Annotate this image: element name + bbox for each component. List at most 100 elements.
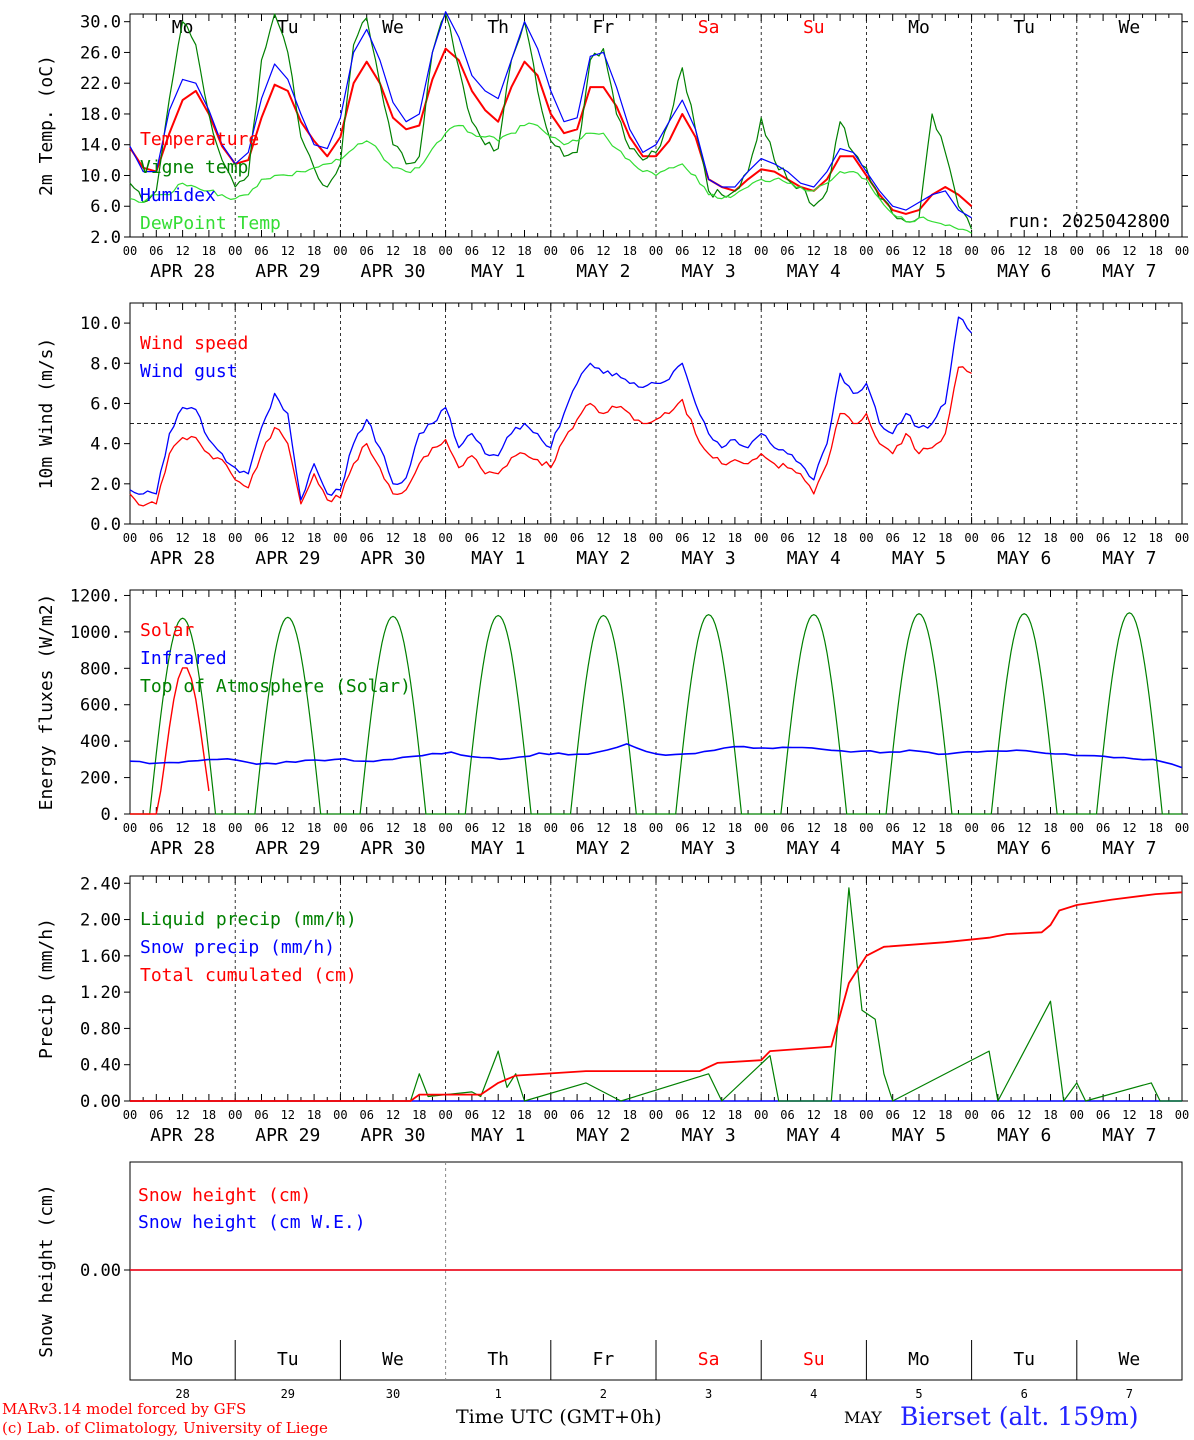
legend-entry: Temperature	[140, 129, 259, 150]
day-name: Su	[803, 1349, 825, 1370]
date-label: MAY 5	[892, 261, 946, 282]
hour-tick-label: 00	[228, 244, 242, 258]
hour-tick-label: 18	[202, 1108, 216, 1122]
day-number: 28	[175, 1387, 189, 1401]
hour-tick-label: 06	[675, 531, 689, 545]
hour-tick-label: 12	[912, 1108, 926, 1122]
date-label: MAY 4	[787, 1125, 841, 1146]
hour-tick-label: 00	[1070, 1108, 1084, 1122]
y-tick-label: 0.00	[80, 1261, 121, 1281]
hour-tick-label: 06	[780, 1108, 794, 1122]
y-tick-label: 2.40	[80, 874, 121, 894]
day-number: 3	[705, 1387, 712, 1401]
hour-tick-label: 06	[780, 821, 794, 835]
legend-entry: Total cumulated (cm)	[140, 965, 357, 986]
date-label: APR 30	[360, 1125, 425, 1146]
series-line-toa-solar	[130, 612, 1182, 815]
hour-tick-label: 12	[491, 531, 505, 545]
y-tick-label: 0.	[101, 805, 121, 825]
hour-tick-label: 18	[517, 244, 531, 258]
hour-tick-label: 06	[991, 531, 1005, 545]
hour-tick-label: 06	[359, 531, 373, 545]
hour-tick-label: 00	[1175, 1108, 1189, 1122]
hour-tick-label: 18	[622, 531, 636, 545]
hour-tick-label: 00	[964, 531, 978, 545]
hour-tick-label: 12	[1122, 821, 1136, 835]
date-label: MAY 3	[682, 548, 736, 569]
panel-4	[129, 875, 1183, 1102]
series-line-dewpoint-temp	[129, 122, 972, 234]
hour-tick-label: 06	[254, 531, 268, 545]
date-label: APR 29	[255, 1125, 320, 1146]
day-number: 7	[1126, 1387, 1133, 1401]
series-line-infrared	[129, 743, 1183, 769]
series-line-humidex	[129, 11, 972, 219]
y-tick-label: 0.80	[80, 1019, 121, 1039]
y-tick-label: 600.	[80, 696, 121, 716]
credit-line-1: MARv3.14 model forced by GFS	[2, 1400, 247, 1418]
hour-tick-label: 00	[544, 244, 558, 258]
hour-tick-label: 12	[1017, 531, 1031, 545]
hour-tick-label: 18	[412, 244, 426, 258]
plot-frame	[129, 589, 1183, 815]
hour-tick-label: 12	[701, 244, 715, 258]
hour-tick-label: 12	[1122, 244, 1136, 258]
date-label: APR 28	[150, 1125, 215, 1146]
hour-tick-label: 12	[175, 821, 189, 835]
hour-tick-label: 06	[359, 821, 373, 835]
date-label: MAY 7	[1102, 838, 1156, 859]
hour-tick-label: 12	[701, 531, 715, 545]
hour-tick-label: 18	[622, 1108, 636, 1122]
series-line-wind-gust	[129, 316, 973, 501]
y-tick-label: 1000.	[70, 623, 121, 643]
day-number: 6	[1021, 1387, 1028, 1401]
y-tick-label: 1.60	[80, 947, 121, 967]
hour-tick-label: 06	[465, 244, 479, 258]
hour-tick-label: 18	[938, 821, 952, 835]
series-line-wind-speed	[129, 366, 972, 507]
y-tick-label: 2.0	[90, 475, 121, 495]
hour-tick-label: 18	[412, 1108, 426, 1122]
hour-tick-label: 18	[1043, 1108, 1057, 1122]
hour-tick-label: 06	[254, 1108, 268, 1122]
panel-3	[129, 589, 1183, 815]
date-label: MAY 1	[471, 548, 525, 569]
date-label: MAY 2	[576, 1125, 630, 1146]
hour-tick-label: 06	[991, 1108, 1005, 1122]
credit-line-2: (c) Lab. of Climatology, University of L…	[2, 1419, 328, 1437]
hour-tick-label: 06	[570, 1108, 584, 1122]
hour-tick-label: 12	[701, 1108, 715, 1122]
hour-tick-label: 06	[465, 1108, 479, 1122]
date-label: APR 30	[360, 838, 425, 859]
date-label: MAY 4	[787, 548, 841, 569]
hour-tick-label: 00	[438, 244, 452, 258]
hour-tick-label: 00	[228, 531, 242, 545]
hour-tick-label: 18	[1148, 821, 1162, 835]
hour-tick-label: 00	[859, 821, 873, 835]
y-tick-label: 10.0	[80, 166, 121, 186]
hour-tick-label: 12	[1017, 244, 1031, 258]
hour-tick-label: 00	[754, 821, 768, 835]
day-name: Sa	[698, 17, 720, 38]
hour-tick-label: 18	[517, 821, 531, 835]
hour-tick-label: 00	[1070, 821, 1084, 835]
day-number: 5	[915, 1387, 922, 1401]
day-name: We	[1119, 1349, 1141, 1370]
legend-entry: Liquid precip (mm/h)	[140, 909, 357, 930]
hour-tick-label: 00	[1175, 244, 1189, 258]
y-axis-label: Energy fluxes (W/m2)	[36, 594, 57, 811]
y-tick-label: 0.40	[80, 1056, 121, 1076]
hour-tick-label: 06	[780, 244, 794, 258]
panel-1	[129, 13, 1183, 238]
hour-tick-label: 06	[885, 821, 899, 835]
y-axis-label: Snow height (cm)	[36, 1184, 57, 1357]
hour-tick-label: 06	[254, 244, 268, 258]
hour-tick-label: 18	[728, 821, 742, 835]
day-name: We	[1119, 17, 1141, 38]
date-label: APR 30	[360, 261, 425, 282]
date-label: MAY 6	[997, 261, 1051, 282]
hour-tick-label: 18	[1043, 531, 1057, 545]
hour-tick-label: 18	[833, 244, 847, 258]
hour-tick-label: 00	[123, 821, 137, 835]
date-label: MAY 6	[997, 548, 1051, 569]
